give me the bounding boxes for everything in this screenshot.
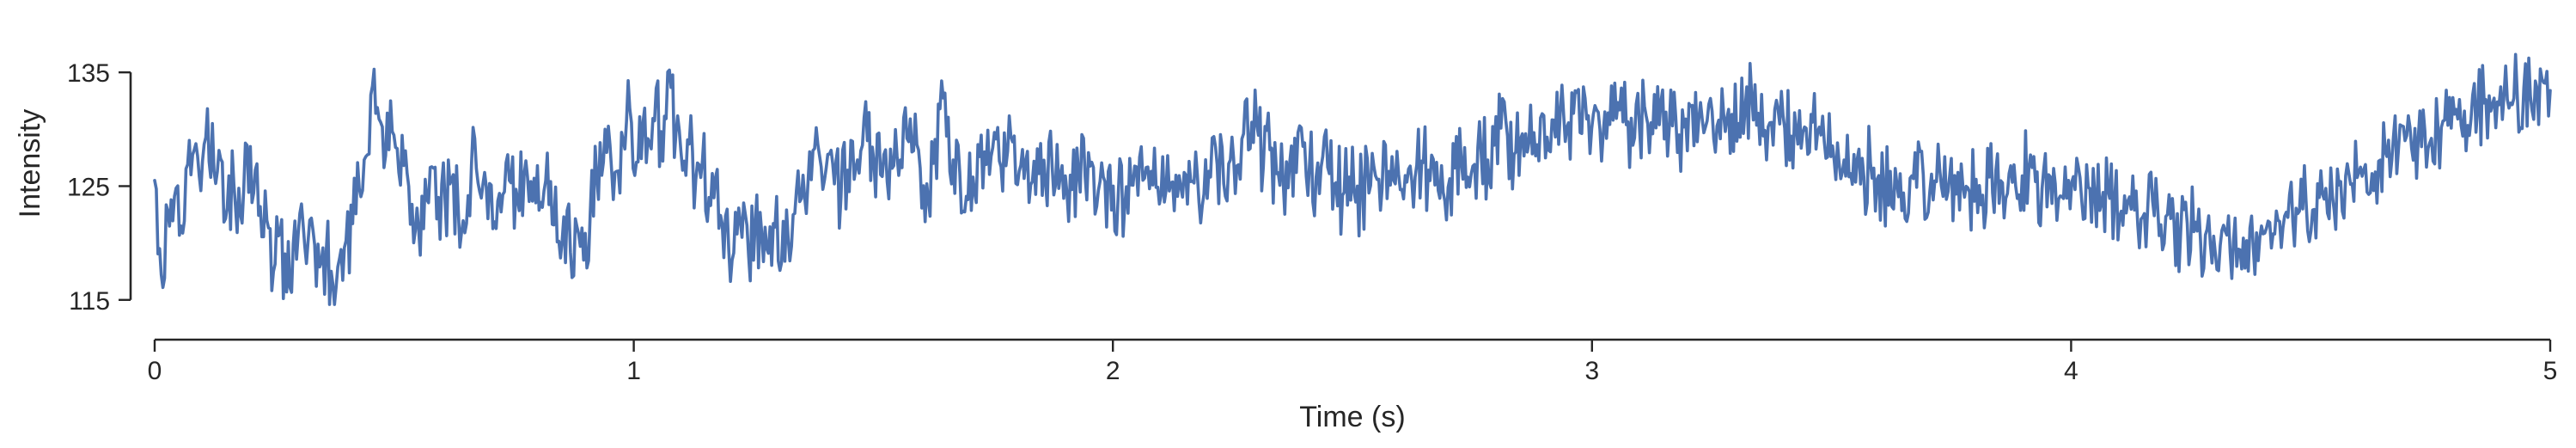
y-axis-label: Intensity	[14, 109, 46, 218]
x-tick-label: 5	[2543, 357, 2558, 385]
y-tick-label: 115	[69, 287, 110, 316]
y-tick-label: 125	[67, 173, 110, 201]
x-tick-label: 0	[148, 357, 162, 385]
x-tick-label: 1	[626, 357, 641, 385]
axes: 0 1 2 3 4 5 115 125 135	[67, 59, 2557, 385]
x-axis-label: Time (s)	[1299, 401, 1405, 433]
series-line	[153, 52, 2552, 306]
plot-area	[153, 52, 2552, 306]
x-tick-label: 3	[1584, 357, 1599, 385]
x-tick-label: 4	[2064, 357, 2079, 385]
x-tick-label: 2	[1106, 357, 1120, 385]
y-tick-label: 135	[67, 59, 110, 88]
